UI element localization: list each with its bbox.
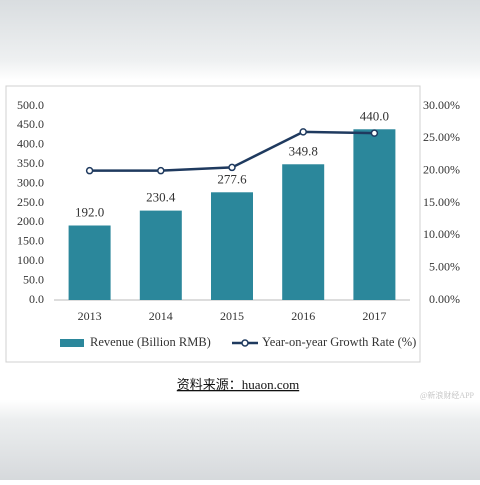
legend-swatch (60, 339, 84, 347)
bar (211, 192, 253, 300)
bar (139, 210, 182, 300)
legend-label: Revenue (Billion RMB) (90, 335, 211, 349)
y-tick-label: 400.0 (17, 137, 44, 151)
source-note: 资料来源：huaon.com (177, 377, 299, 392)
y2-tick-label: 15.00% (423, 195, 460, 209)
line-marker (157, 166, 165, 175)
bar (353, 129, 396, 300)
y2-tick-label: 25.00% (423, 130, 460, 144)
watermark: @新浪财经APP (420, 390, 475, 400)
value-label: 192.0 (75, 204, 104, 219)
y-tick-label: 200.0 (17, 214, 44, 228)
line-marker (228, 163, 236, 172)
value-label: 230.4 (146, 190, 176, 205)
y2-tick-label: 20.00% (423, 162, 460, 176)
y-tick-label: 250.0 (17, 195, 44, 209)
y-tick-label: 50.0 (23, 272, 44, 286)
x-tick-label: 2015 (220, 309, 244, 323)
y-tick-label: 150.0 (17, 234, 44, 248)
x-tick-label: 2014 (149, 309, 173, 323)
y2-tick-label: 5.00% (429, 259, 460, 273)
y-tick-label: 500.0 (17, 98, 44, 112)
y-tick-label: 300.0 (17, 175, 44, 189)
line-marker (85, 166, 94, 175)
x-tick-label: 2013 (78, 309, 102, 323)
value-label: 277.6 (217, 171, 247, 186)
value-label: 349.8 (289, 143, 318, 158)
line-marker (370, 129, 379, 137)
y2-tick-label: 30.00% (423, 98, 460, 112)
y-tick-label: 450.0 (17, 117, 44, 131)
y-tick-label: 100.0 (17, 253, 44, 267)
y-tick-label: 0.0 (29, 292, 44, 306)
y2-tick-label: 0.00% (429, 292, 460, 306)
bar (68, 225, 111, 300)
legend-swatch (241, 339, 249, 347)
value-label: 440.0 (360, 108, 389, 123)
y-tick-label: 350.0 (17, 156, 44, 170)
x-tick-label: 2016 (291, 309, 315, 323)
line-marker (299, 128, 307, 136)
legend-label: Year-on-year Growth Rate (%) (262, 335, 416, 349)
y2-tick-label: 10.00% (423, 227, 460, 241)
x-tick-label: 2017 (362, 309, 386, 323)
bar (282, 164, 325, 300)
